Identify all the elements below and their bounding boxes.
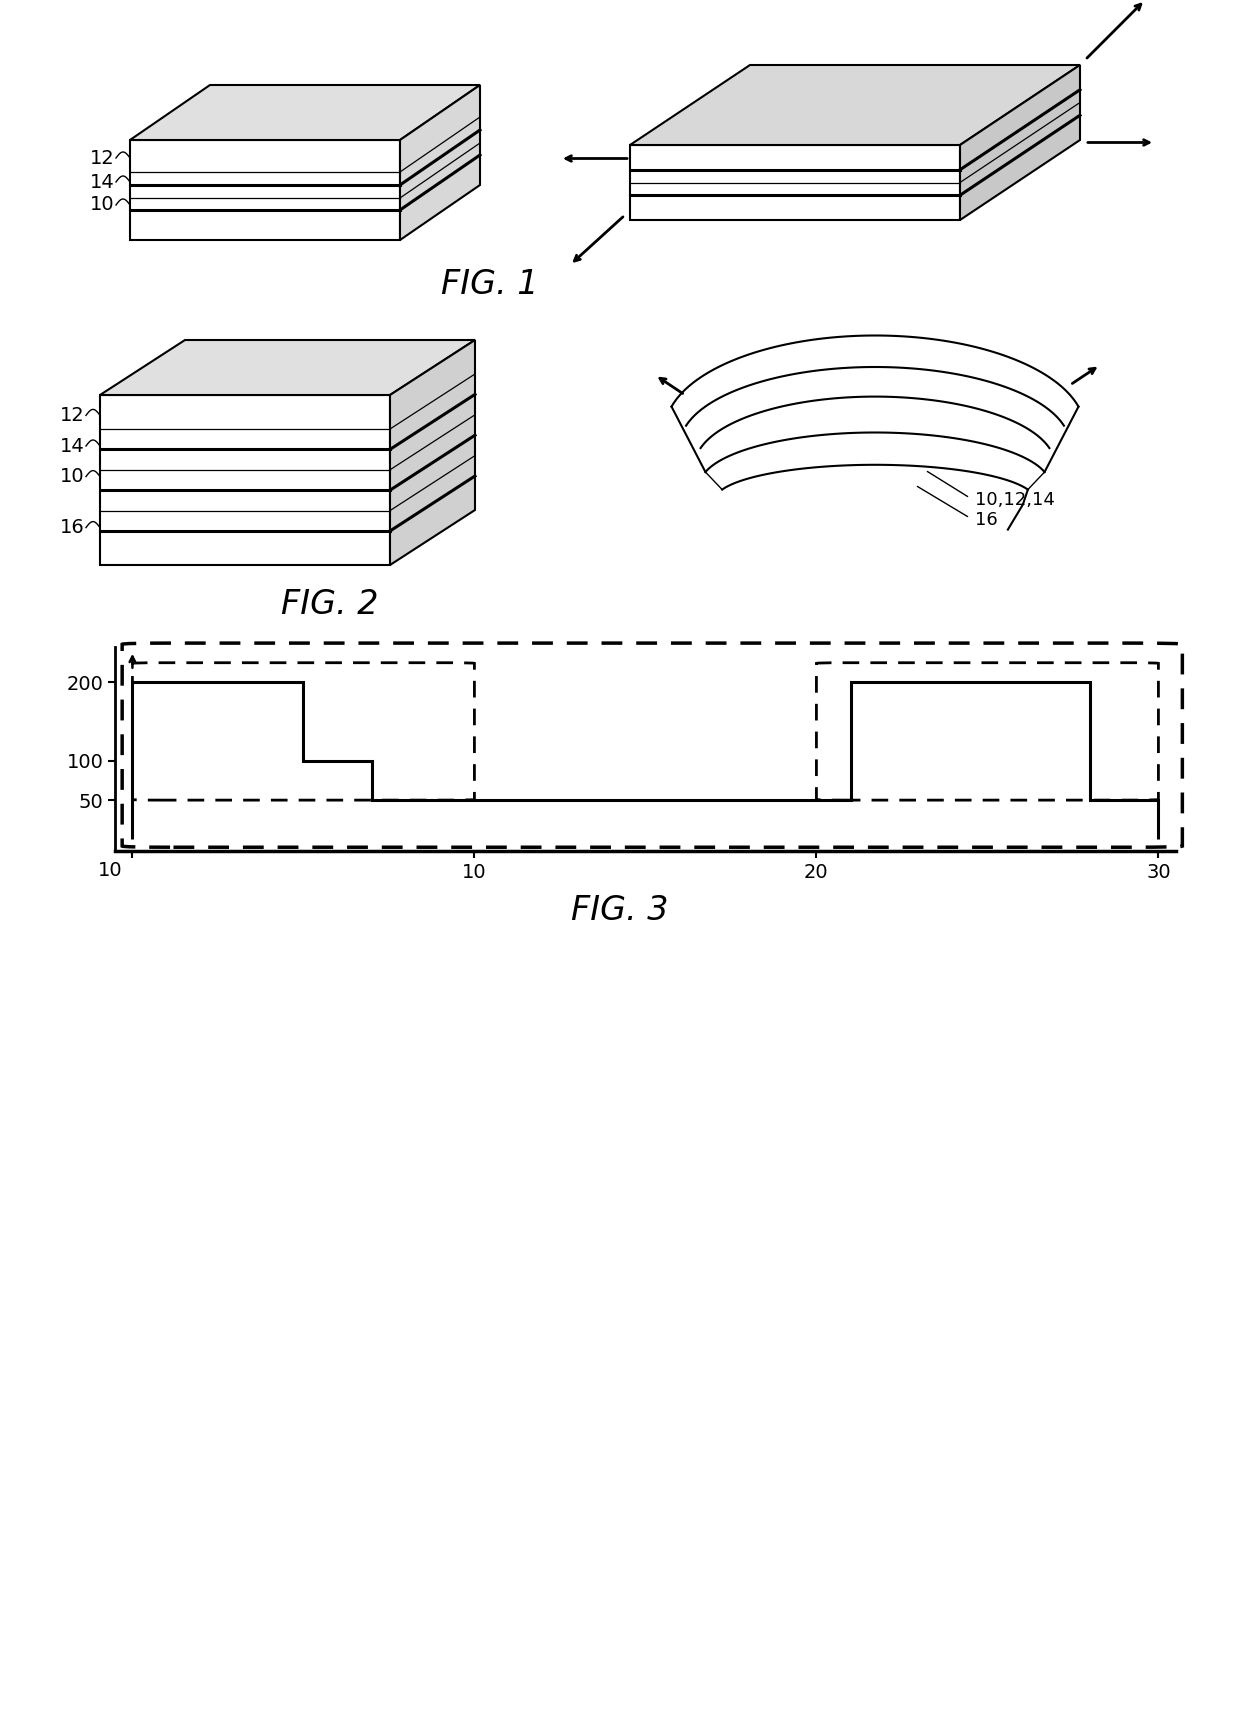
Text: 14: 14 xyxy=(91,173,115,192)
Text: 10: 10 xyxy=(91,195,115,215)
Polygon shape xyxy=(130,85,480,140)
Polygon shape xyxy=(401,85,480,240)
Text: 10,12,14: 10,12,14 xyxy=(975,491,1055,509)
Text: 16: 16 xyxy=(61,517,86,536)
Polygon shape xyxy=(630,145,960,220)
Text: 10: 10 xyxy=(61,467,86,486)
Text: FIG. 2: FIG. 2 xyxy=(281,588,378,621)
Polygon shape xyxy=(130,140,401,240)
Text: 16: 16 xyxy=(975,510,998,529)
Text: 14: 14 xyxy=(61,436,86,455)
Polygon shape xyxy=(391,341,475,566)
Text: 10: 10 xyxy=(98,862,123,881)
Polygon shape xyxy=(100,394,391,566)
Polygon shape xyxy=(100,341,475,394)
Text: FIG. 3: FIG. 3 xyxy=(572,893,668,927)
Text: 12: 12 xyxy=(91,149,115,168)
Polygon shape xyxy=(960,66,1080,220)
Text: FIG. 1: FIG. 1 xyxy=(441,268,538,301)
Text: 12: 12 xyxy=(61,407,86,426)
Polygon shape xyxy=(630,66,1080,145)
